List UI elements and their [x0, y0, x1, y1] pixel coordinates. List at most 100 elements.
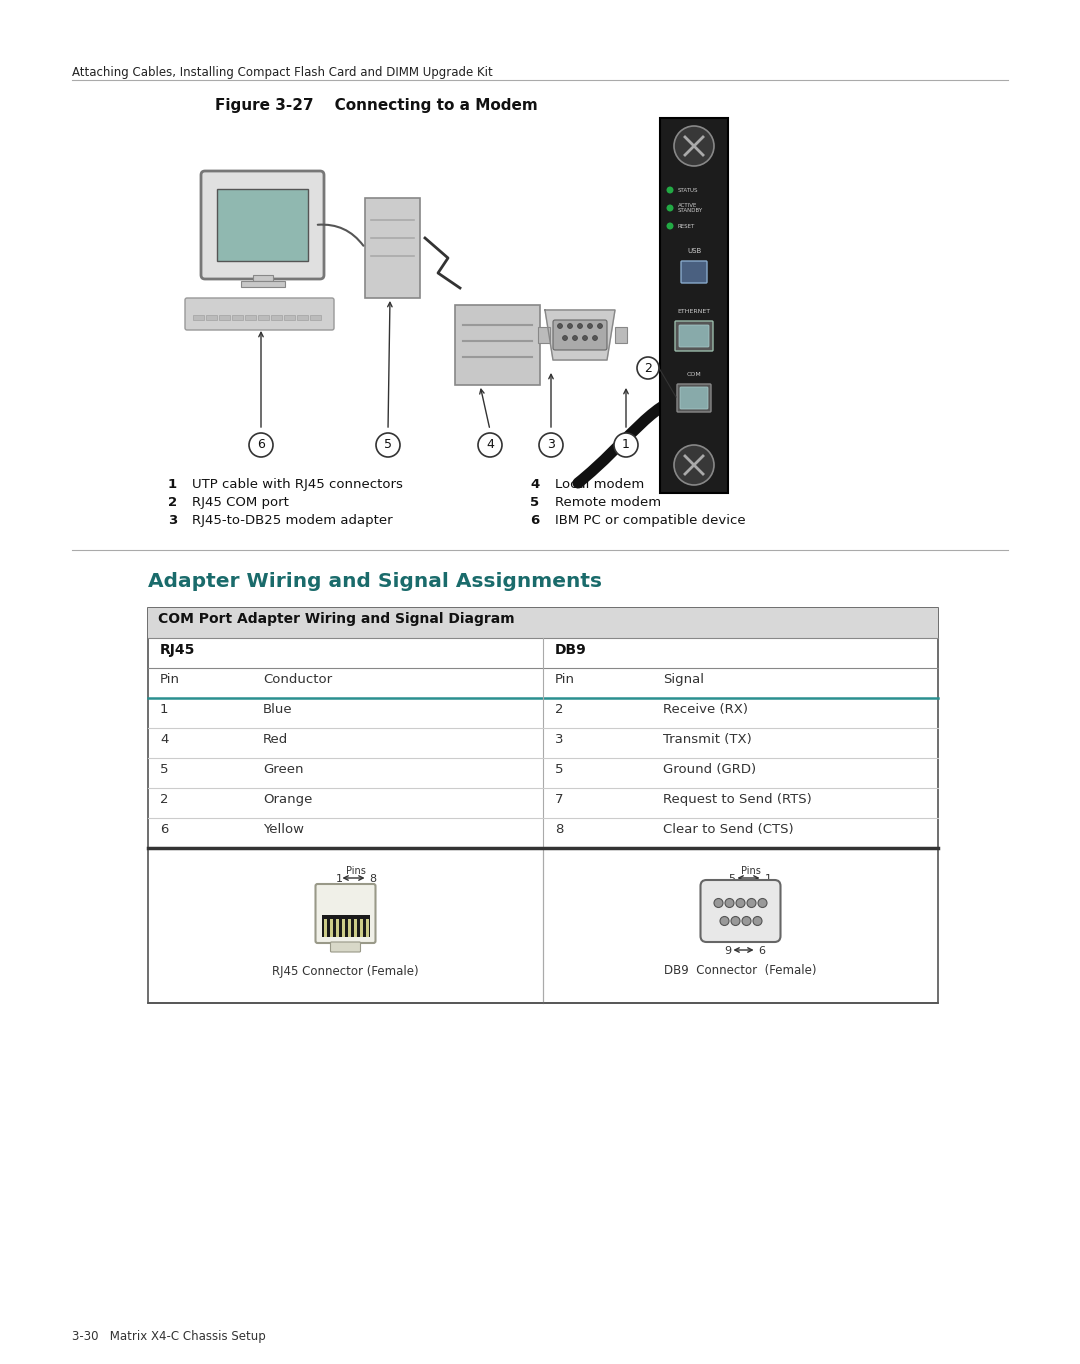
- Text: 5: 5: [729, 874, 735, 884]
- Text: 1: 1: [336, 874, 342, 884]
- Bar: [253, 276, 272, 281]
- Bar: [245, 315, 256, 321]
- Bar: [258, 315, 269, 321]
- Circle shape: [735, 899, 745, 907]
- FancyBboxPatch shape: [675, 321, 713, 351]
- Text: RESET: RESET: [678, 224, 696, 229]
- Text: 1: 1: [160, 702, 168, 716]
- Bar: [297, 315, 308, 321]
- Text: 6: 6: [160, 822, 168, 836]
- Circle shape: [758, 899, 767, 907]
- Text: Local modem: Local modem: [555, 477, 645, 491]
- Text: 6: 6: [530, 514, 539, 527]
- Circle shape: [567, 323, 572, 329]
- Text: Receive (RX): Receive (RX): [663, 702, 748, 716]
- FancyBboxPatch shape: [185, 297, 334, 330]
- Text: 4: 4: [160, 732, 168, 746]
- Bar: [365, 919, 368, 937]
- Text: Conductor: Conductor: [264, 672, 333, 686]
- Text: Transmit (TX): Transmit (TX): [663, 732, 752, 746]
- Circle shape: [666, 205, 674, 211]
- Bar: [324, 919, 326, 937]
- FancyBboxPatch shape: [365, 198, 420, 297]
- FancyBboxPatch shape: [553, 321, 607, 351]
- Bar: [206, 315, 217, 321]
- Text: 2: 2: [160, 792, 168, 806]
- Text: 2: 2: [555, 702, 564, 716]
- FancyBboxPatch shape: [201, 170, 324, 280]
- Polygon shape: [545, 310, 615, 360]
- Text: DB9  Connector  (Female): DB9 Connector (Female): [664, 964, 816, 977]
- Text: 7: 7: [555, 792, 564, 806]
- Bar: [284, 315, 295, 321]
- Text: Green: Green: [264, 762, 303, 776]
- Bar: [336, 919, 338, 937]
- Text: Pin: Pin: [160, 672, 180, 686]
- Text: Red: Red: [264, 732, 288, 746]
- Text: Pins: Pins: [346, 866, 365, 876]
- Text: 2: 2: [644, 361, 652, 375]
- Circle shape: [674, 125, 714, 166]
- Circle shape: [742, 917, 751, 926]
- Circle shape: [666, 222, 674, 229]
- FancyBboxPatch shape: [315, 884, 376, 943]
- Circle shape: [557, 323, 563, 329]
- Text: Yellow: Yellow: [264, 822, 303, 836]
- Text: Ground (GRD): Ground (GRD): [663, 762, 756, 776]
- Text: COM: COM: [687, 372, 701, 376]
- Bar: [148, 608, 939, 638]
- FancyBboxPatch shape: [677, 385, 711, 412]
- Bar: [193, 315, 204, 321]
- Text: 5: 5: [530, 496, 539, 509]
- Bar: [360, 919, 363, 937]
- Text: 3: 3: [548, 438, 555, 451]
- Text: ETHERNET: ETHERNET: [677, 310, 711, 314]
- Bar: [322, 915, 369, 937]
- FancyBboxPatch shape: [681, 261, 707, 282]
- Circle shape: [478, 432, 502, 457]
- Text: Request to Send (RTS): Request to Send (RTS): [663, 792, 812, 806]
- Text: 3: 3: [168, 514, 177, 527]
- Circle shape: [376, 432, 400, 457]
- Text: 8: 8: [369, 874, 377, 884]
- Bar: [219, 315, 230, 321]
- FancyBboxPatch shape: [660, 119, 728, 492]
- FancyBboxPatch shape: [701, 880, 781, 943]
- Text: Blue: Blue: [264, 702, 293, 716]
- Bar: [538, 327, 550, 342]
- Circle shape: [714, 899, 723, 907]
- Text: 4: 4: [530, 477, 539, 491]
- Bar: [615, 327, 627, 342]
- Circle shape: [720, 917, 729, 926]
- Text: 2: 2: [168, 496, 177, 509]
- Text: 3-30   Matrix X4-C Chassis Setup: 3-30 Matrix X4-C Chassis Setup: [72, 1330, 266, 1344]
- Circle shape: [725, 899, 734, 907]
- Circle shape: [753, 917, 762, 926]
- Text: 4: 4: [486, 438, 494, 451]
- Circle shape: [666, 187, 674, 194]
- Text: Orange: Orange: [264, 792, 312, 806]
- Bar: [232, 315, 243, 321]
- FancyBboxPatch shape: [679, 325, 708, 346]
- Text: DB9: DB9: [555, 642, 586, 657]
- Text: Clear to Send (CTS): Clear to Send (CTS): [663, 822, 794, 836]
- Text: RJ45 COM port: RJ45 COM port: [192, 496, 288, 509]
- Text: Remote modem: Remote modem: [555, 496, 661, 509]
- Circle shape: [597, 323, 603, 329]
- Bar: [148, 608, 939, 1003]
- FancyBboxPatch shape: [680, 387, 708, 409]
- Text: 3: 3: [555, 732, 564, 746]
- Text: ACTIVE
STANDBY: ACTIVE STANDBY: [678, 203, 703, 213]
- Circle shape: [637, 357, 659, 379]
- Circle shape: [563, 336, 567, 341]
- Text: RJ45-to-DB25 modem adapter: RJ45-to-DB25 modem adapter: [192, 514, 393, 527]
- Bar: [241, 281, 284, 286]
- FancyBboxPatch shape: [455, 306, 540, 385]
- Circle shape: [249, 432, 273, 457]
- Circle shape: [539, 432, 563, 457]
- Circle shape: [572, 336, 578, 341]
- Bar: [271, 315, 282, 321]
- Text: UTP cable with RJ45 connectors: UTP cable with RJ45 connectors: [192, 477, 403, 491]
- Circle shape: [747, 899, 756, 907]
- Bar: [329, 919, 333, 937]
